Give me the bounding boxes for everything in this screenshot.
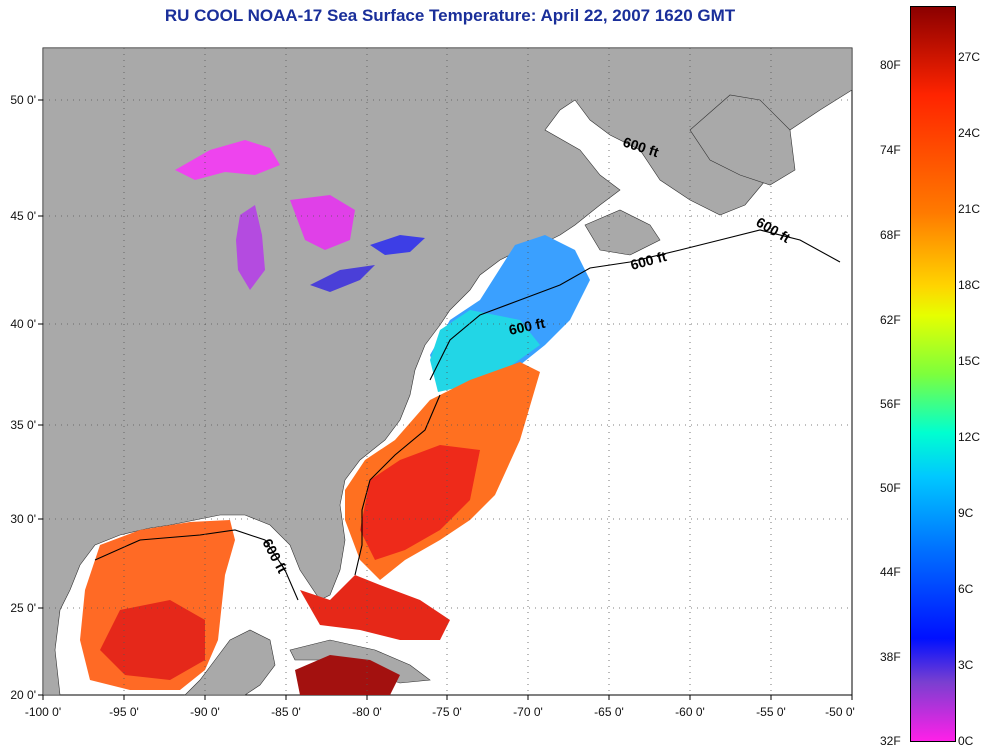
- colorbar-label-c: 15C: [958, 354, 981, 368]
- lon-tick-label: -85 0': [271, 705, 301, 719]
- lon-tick-label: -95 0': [109, 705, 139, 719]
- lon-tick-label: -60 0': [675, 705, 705, 719]
- lat-tick-label: 40 0': [10, 317, 36, 331]
- contour-label-4: 600 ft: [507, 315, 546, 338]
- isobath-600ft-gulf: [94, 529, 299, 601]
- lake-ontario: [370, 235, 425, 255]
- colorbar-label-f: 56F: [880, 397, 901, 411]
- lat-tick-label: 45 0': [10, 209, 36, 223]
- sst-florida-strait: [300, 575, 450, 640]
- lake-huron: [290, 195, 355, 250]
- lake-superior: [175, 140, 280, 180]
- lon-tick-label: -80 0': [352, 705, 382, 719]
- lon-tick-label: -55 0': [756, 705, 786, 719]
- colorbar-label-f: 50F: [880, 481, 901, 495]
- lat-tick-label: 20 0': [10, 688, 36, 702]
- land-nova-scotia: [584, 209, 661, 256]
- lake-michigan: [236, 205, 265, 290]
- colorbar-label-c: 6C: [958, 582, 974, 596]
- lat-tick-label: 25 0': [10, 601, 36, 615]
- sst-gulf-red-patch: [100, 600, 205, 680]
- sst-cyan-band: [430, 310, 540, 392]
- colorbar-label-c: 24C: [958, 126, 981, 140]
- colorbar-label-f: 38F: [880, 650, 901, 664]
- colorbar-label-f: 44F: [880, 565, 901, 579]
- sst-map: 600 ft 600 ft 600 ft 600 ft 600 ft -100 …: [10, 47, 855, 719]
- lon-tick-label: -75 0': [432, 705, 462, 719]
- lat-tick-label: 35 0': [10, 418, 36, 432]
- land-north-america: [42, 47, 853, 696]
- colorbar-label-f: 68F: [880, 228, 901, 242]
- lon-tick-label: -65 0': [594, 705, 624, 719]
- land-yucatan: [184, 629, 276, 696]
- colorbar-label-c: 27C: [958, 50, 981, 64]
- lat-tick-label: 50 0': [10, 93, 36, 107]
- map-title: RU COOL NOAA-17 Sea Surface Temperature:…: [164, 6, 736, 25]
- colorbar-label-c: 3C: [958, 658, 974, 672]
- lake-erie: [310, 265, 375, 292]
- colorbar-label-c: 9C: [958, 506, 974, 520]
- lon-tick-label: -100 0': [25, 705, 61, 719]
- colorbar-label-c: 12C: [958, 430, 981, 444]
- lon-tick-label: -90 0': [190, 705, 220, 719]
- isobath-600ft-east-coast: [354, 394, 441, 576]
- colorbar-label-f: 74F: [880, 143, 901, 157]
- colorbar-label-f: 80F: [880, 58, 901, 72]
- land-newfoundland: [689, 94, 796, 186]
- colorbar-label-c: 21C: [958, 202, 981, 216]
- sst-caribbean: [295, 655, 400, 695]
- lon-tick-label: -70 0': [513, 705, 543, 719]
- colorbar-label-f: 62F: [880, 313, 901, 327]
- temperature-colorbar: [910, 6, 956, 742]
- isobath-600ft-atlantic: [429, 229, 841, 381]
- colorbar-label-c: 0C: [958, 734, 974, 748]
- lat-tick-label: 30 0': [10, 512, 36, 526]
- sst-warm-core: [360, 445, 480, 560]
- lon-tick-label: -50 0': [825, 705, 855, 719]
- colorbar-label-c: 18C: [958, 278, 981, 292]
- colorbar-label-f: 32F: [880, 734, 901, 748]
